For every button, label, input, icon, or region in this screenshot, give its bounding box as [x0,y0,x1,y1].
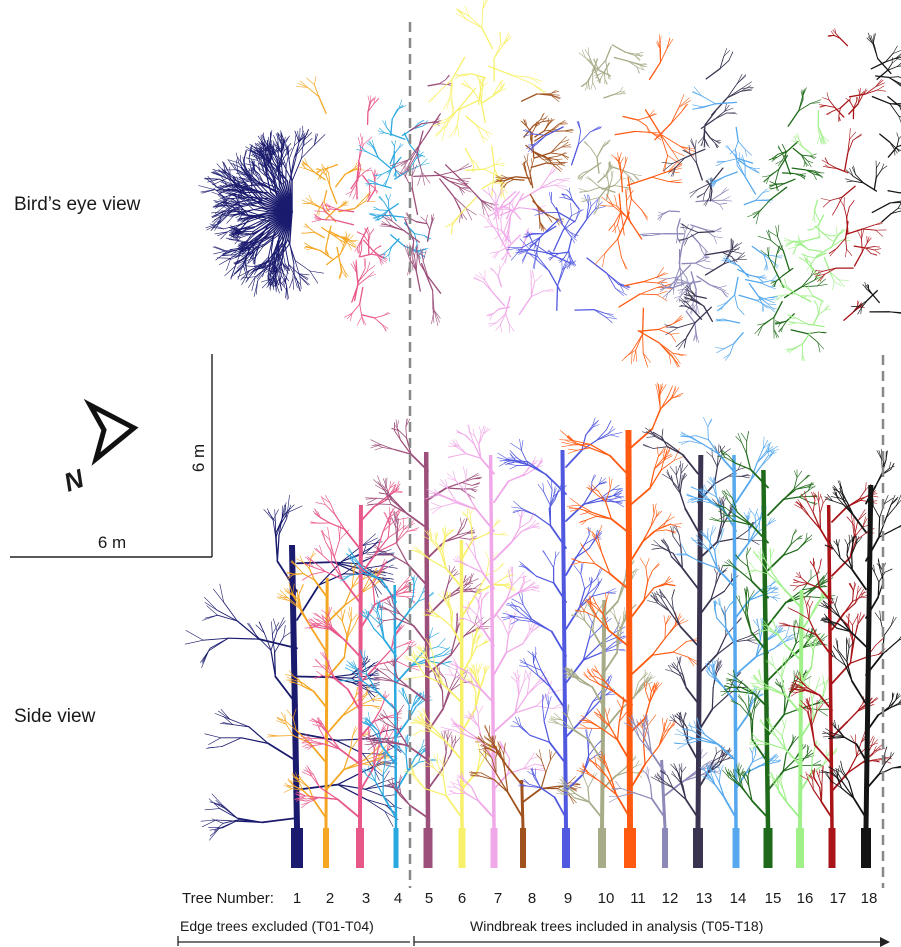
tree-number-16: 16 [797,890,814,907]
side-tree-9 [496,417,627,868]
birds-eye-view-label: Bird’s eye view [14,194,141,215]
scale-horizontal-label: 6 m [98,533,126,552]
tree-number-list: 1 2 3 4 5 6 7 8 9 10 11 12 13 14 15 16 17 18 [293,890,878,907]
edge-group-bracket [177,936,410,946]
side-tree-7 [424,424,566,868]
tree-number-5: 5 [425,890,433,907]
tree-number-13: 13 [696,890,713,907]
tree-number-15: 15 [765,890,782,907]
tree-number-1: 1 [293,890,301,907]
birds-eye-crown-2 [296,76,376,280]
side-tree-16 [744,547,838,868]
tree-number-2: 2 [326,890,334,907]
side-tree-5 [360,418,493,868]
side-tree-13 [641,427,763,868]
tree-number-11: 11 [630,890,646,907]
tree-number-9: 9 [564,890,572,907]
side-view-label: Side view [14,706,96,727]
side-tree-11 [559,382,699,868]
birds-eye-crown-13 [661,47,754,351]
north-label: N [60,463,89,498]
tree-number-8: 8 [528,890,536,907]
birds-eye-crown-16 [773,110,851,362]
birds-eye-tree-crowns [198,0,901,368]
side-tree-4 [338,547,453,868]
tree-number-7: 7 [494,890,502,907]
side-tree-6 [403,506,517,868]
windbreak-group-bracket [413,936,890,947]
birds-eye-crown-9 [506,121,631,324]
tree-number-4: 4 [394,890,402,907]
scale-vertical-label: 6 m [189,444,208,472]
birds-eye-crown-17 [813,28,887,321]
side-view-trees [184,382,901,868]
tree-number-14: 14 [730,890,747,907]
birds-eye-crown-14 [692,86,784,361]
birds-eye-crown-1 [198,125,326,301]
side-tree-8 [468,724,582,868]
side-tree-14 [673,416,798,868]
north-arrow-icon [83,398,139,466]
birds-eye-crown-18 [845,32,901,315]
tree-number-17: 17 [830,890,847,907]
birds-eye-crown-11 [594,34,697,368]
edge-group-label: Edge trees excluded (T01-T04) [180,918,374,934]
birds-eye-crown-8 [494,89,574,232]
side-tree-2 [266,551,391,868]
birds-eye-crown-15 [747,87,828,353]
birds-eye-crown-5 [379,74,499,326]
tree-number-title: Tree Number: [182,890,274,907]
tree-number-12: 12 [662,890,679,907]
side-tree-3 [294,480,422,868]
tree-number-3: 3 [362,890,370,907]
tree-number-10: 10 [598,890,615,907]
windbreak-group-label: Windbreak trees included in analysis (T0… [470,918,763,934]
scale-bar: 6 m 6 m [10,354,213,558]
birds-eye-crown-3 [311,95,391,332]
birds-eye-crown-12 [639,187,733,344]
tree-number-6: 6 [458,890,466,907]
birds-eye-crown-6 [428,0,547,235]
birds-eye-crown-10 [577,44,648,215]
tree-number-18: 18 [861,890,878,907]
side-tree-1 [184,494,403,868]
